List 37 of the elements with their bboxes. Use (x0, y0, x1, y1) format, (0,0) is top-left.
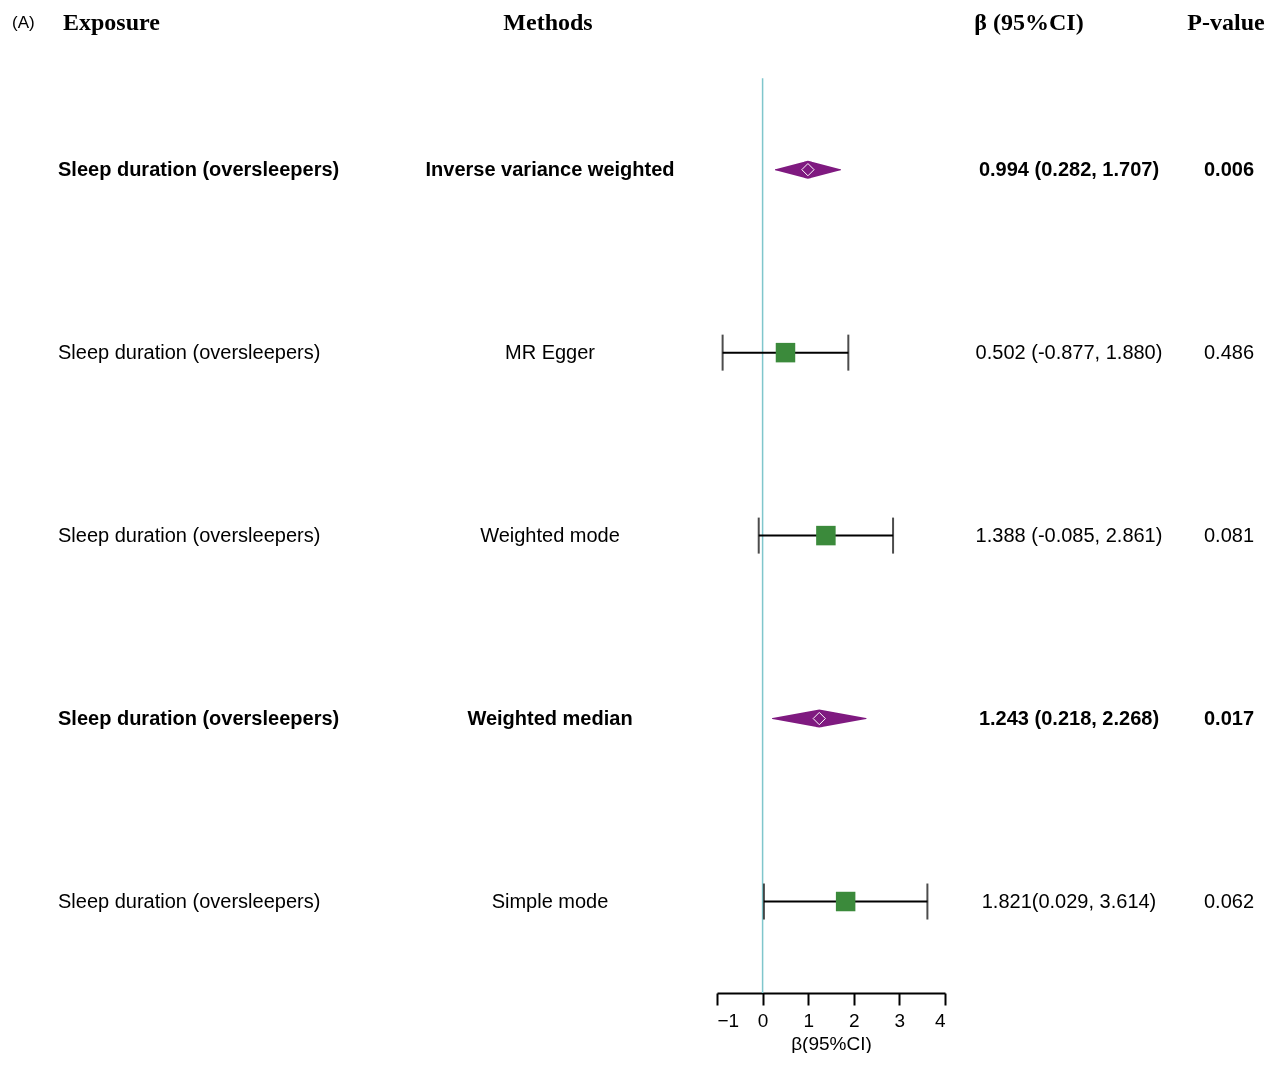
text: 0.006 (1204, 157, 1255, 180)
y-tick-label: Simple mode (491, 889, 609, 912)
text: 1.821(0.029, 3.614) (981, 889, 1157, 912)
y-tick-label: Inverse variance weighted (425, 157, 675, 180)
y-tick-label: Weighted mode (480, 523, 620, 546)
text: Sleep duration (oversleepers) (58, 706, 340, 729)
text: Sleep duration (oversleepers) (58, 340, 321, 363)
text: 0.486 (1204, 340, 1255, 363)
text: Sleep duration (oversleepers) (58, 157, 340, 180)
x-tick-label: 1 (803, 1009, 814, 1031)
text: β (95%CI) (974, 9, 1084, 36)
text: 1.388 (-0.085, 2.861) (975, 523, 1163, 546)
point (775, 342, 796, 363)
text: 0.017 (1204, 706, 1255, 729)
x-tick-label: −1 (717, 1009, 740, 1031)
text: P-value (1187, 9, 1265, 36)
text: 0.062 (1204, 889, 1255, 912)
x-tick-label: 4 (934, 1009, 946, 1031)
text: 0.081 (1204, 523, 1255, 546)
x-axis-title: β(95%CI) (791, 1032, 872, 1054)
y-tick-label: MR Egger (504, 340, 596, 363)
text: Exposure (63, 9, 161, 36)
point (816, 525, 836, 546)
x-tick-label: 0 (757, 1009, 769, 1031)
text: 1.243 (0.218, 2.268) (978, 706, 1160, 729)
text: 0.502 (-0.877, 1.880) (975, 340, 1163, 363)
point (812, 711, 826, 726)
point (801, 163, 815, 177)
x-tick-label: 3 (894, 1009, 906, 1031)
text: Sleep duration (oversleepers) (58, 523, 321, 546)
point (835, 891, 856, 912)
text: 0.994 (0.282, 1.707) (978, 157, 1160, 180)
y-tick-label: Weighted median (467, 706, 633, 729)
text: (A) (12, 13, 35, 33)
x-tick-label: 2 (849, 1009, 860, 1031)
text: Sleep duration (oversleepers) (58, 889, 321, 912)
text: Methods (503, 9, 593, 36)
